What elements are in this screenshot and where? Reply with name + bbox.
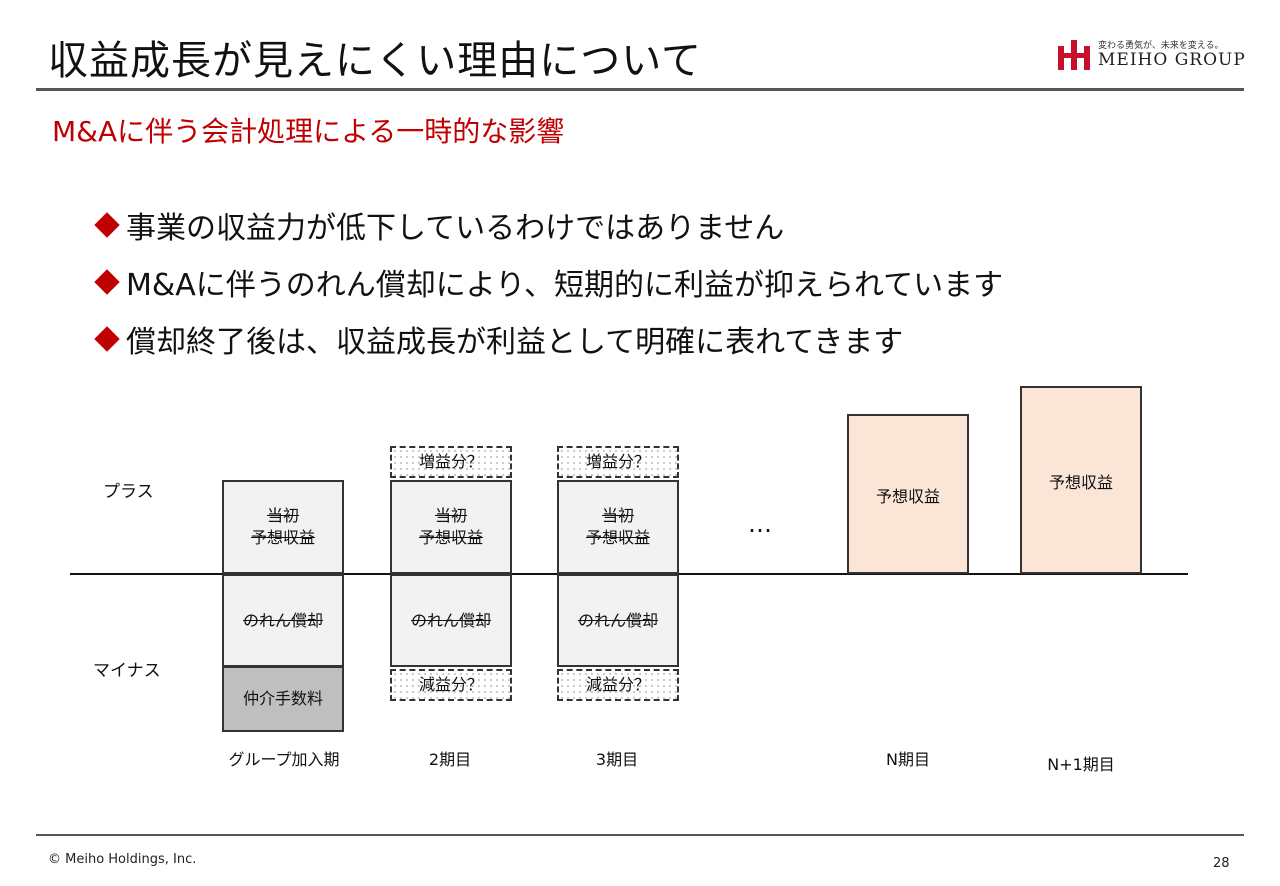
diamond-bullet-icon	[94, 211, 120, 238]
diamond-bullet-icon	[94, 268, 120, 295]
initial-label-line2: 予想収益	[418, 528, 483, 547]
logo-name: MEIHO GROUP	[1098, 50, 1246, 70]
period-label: 2期目	[428, 750, 472, 769]
forecast-profit-box: 予想収益	[1020, 386, 1142, 574]
initial-label-line1: 当初	[266, 506, 299, 526]
bullet-item: 償却終了後は、収益成長が利益として明確に表れてきます	[92, 310, 1003, 367]
initial-forecast-box: 当初 予想収益	[557, 480, 679, 574]
profit-increase-box: 増益分？	[390, 446, 512, 478]
forecast-label: 予想収益	[875, 487, 940, 506]
axis-label-minus: マイナス	[93, 661, 161, 681]
period-label: N+1期目	[1047, 755, 1115, 774]
axis-label-plus: プラス	[103, 482, 154, 502]
period-label: グループ加入期	[228, 750, 340, 769]
logo-tagline: 変わる勇気が、未来を変える。	[1098, 41, 1224, 51]
company-logo: 変わる勇気が、未来を変える。 MEIHO GROUP	[1058, 38, 1245, 72]
profit-increase-box: 増益分？	[557, 446, 679, 478]
initial-label-line2: 予想収益	[250, 528, 315, 547]
diamond-bullet-icon	[94, 325, 120, 352]
forecast-label: 予想収益	[1048, 473, 1113, 492]
increase-label: 増益分？	[585, 452, 650, 472]
bullet-text: 事業の収益力が低下しているわけではありません	[126, 210, 785, 246]
increase-label: 増益分？	[418, 452, 483, 472]
amortization-label: のれん償却	[242, 610, 323, 630]
page-title: 収益成長が見えにくい理由について	[48, 38, 702, 84]
decrease-label: 減益分？	[418, 675, 483, 695]
goodwill-amortization-box: のれん償却	[557, 574, 679, 667]
profit-decrease-box: 減益分？	[557, 669, 679, 701]
goodwill-amortization-box: のれん償却	[222, 574, 344, 667]
initial-label-line1: 当初	[601, 506, 634, 526]
period-label: N期目	[886, 750, 930, 769]
forecast-profit-box: 予想収益	[847, 414, 969, 574]
period-label: 3期目	[595, 750, 639, 769]
brokerage-fee-box: 仲介手数料	[222, 666, 344, 732]
initial-forecast-box: 当初 予想収益	[222, 480, 344, 574]
bullet-text: 償却終了後は、収益成長が利益として明確に表れてきます	[126, 324, 904, 360]
amortization-label: のれん償却	[577, 610, 658, 630]
initial-label-line2: 予想収益	[585, 528, 650, 547]
bullet-list: 事業の収益力が低下しているわけではありません M&Aに伴うのれん償却により、短期…	[92, 196, 1003, 367]
fee-label: 仲介手数料	[242, 689, 323, 709]
page-number: 28	[1213, 856, 1230, 871]
footer-divider	[36, 834, 1244, 836]
header-divider	[36, 88, 1244, 91]
amortization-label: のれん償却	[410, 610, 491, 630]
bullet-item: 事業の収益力が低下しているわけではありません	[92, 196, 1003, 253]
bullet-item: M&Aに伴うのれん償却により、短期的に利益が抑えられています	[92, 253, 1003, 310]
copyright-text: © Meiho Holdings, Inc.	[48, 852, 197, 867]
bullet-text: M&Aに伴うのれん償却により、短期的に利益が抑えられています	[126, 267, 1004, 303]
decrease-label: 減益分？	[585, 675, 650, 695]
ellipsis: …	[748, 510, 774, 538]
profit-decrease-box: 減益分？	[390, 669, 512, 701]
meiho-logo-mark-icon	[1058, 40, 1090, 70]
initial-forecast-box: 当初 予想収益	[390, 480, 512, 574]
slide-subtitle: M&Aに伴う会計処理による一時的な影響	[52, 115, 565, 148]
goodwill-amortization-box: のれん償却	[390, 574, 512, 667]
initial-label-line1: 当初	[434, 506, 467, 526]
